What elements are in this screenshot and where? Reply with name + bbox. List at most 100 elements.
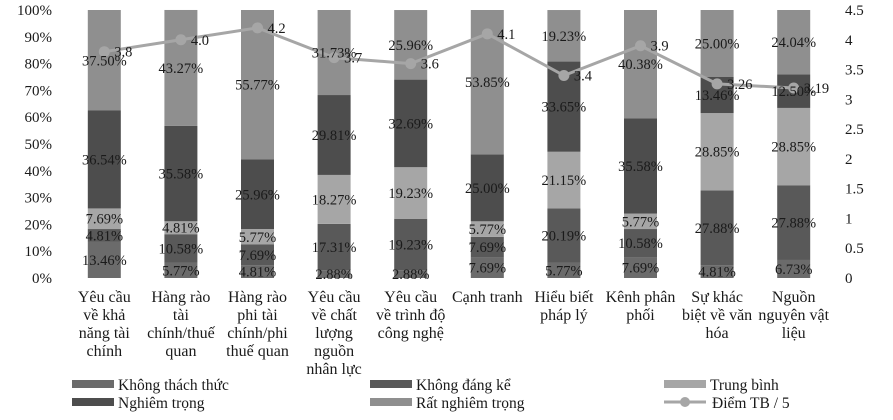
- line-data-label: 3.6: [421, 57, 439, 73]
- bar-segment: [700, 10, 734, 77]
- bar-segment: [87, 10, 121, 111]
- bar-segment: [394, 270, 428, 278]
- category-label-line: quan: [165, 343, 196, 360]
- bar-segment: [777, 107, 811, 186]
- category-label-line: hóa: [706, 325, 729, 342]
- bar-segment: [624, 229, 657, 258]
- line-point: [481, 28, 493, 40]
- bar-segment: [777, 185, 811, 260]
- bar-data-label: 43.27%: [159, 61, 204, 77]
- line-data-label: 3.26: [727, 77, 752, 93]
- bar-segment: [777, 259, 811, 278]
- bar-data-label: 5.77%: [622, 214, 659, 230]
- category-label: Cạnh tranh: [452, 289, 523, 306]
- right-tick-label: 1: [845, 211, 853, 227]
- stacked-bars: [87, 9, 811, 278]
- line-data-label: 4.1: [497, 27, 515, 43]
- category-label: Hiểu biết pháp lý: [534, 289, 594, 324]
- line-point: [328, 52, 340, 64]
- bar-data-label: 25.00%: [695, 37, 740, 53]
- bar-segment: [317, 270, 351, 278]
- legend-swatch: [370, 398, 412, 406]
- bar-data-label: 32.69%: [388, 116, 433, 132]
- bar-data-label: 19.23%: [388, 238, 433, 254]
- bar-data-label: 33.65%: [542, 100, 587, 116]
- category-label: Sự khác biệt về văn hóa: [682, 289, 752, 342]
- right-tick-label: 3: [845, 92, 853, 108]
- left-tick-label: 20%: [25, 217, 53, 233]
- legend-swatch: [72, 380, 114, 388]
- category-label-line: Hàng rào: [228, 289, 287, 306]
- left-tick-label: 100%: [17, 3, 52, 19]
- line-data-label: 4.0: [191, 33, 209, 49]
- bar-segment: [470, 154, 504, 222]
- bar-segment: [700, 265, 734, 278]
- bar-data-label: 5.77%: [162, 263, 199, 279]
- line-point: [405, 58, 417, 70]
- line-data-label: 3.4: [574, 69, 593, 85]
- bar-segment: [87, 229, 121, 242]
- bar-segment: [317, 95, 351, 175]
- bar-segment: [164, 9, 198, 126]
- category-label-line: nguồn: [314, 343, 354, 360]
- category-label-line: chính/phi: [227, 325, 288, 342]
- right-tick-label: 0: [845, 271, 853, 287]
- legend-swatch: [72, 398, 114, 406]
- bar-data-label: 6.73%: [775, 262, 812, 278]
- bar-segment: [700, 113, 734, 191]
- right-axis-ticks: 0 0.5 1 1.5 2 2.5 3 3.5 4 4.5: [845, 3, 864, 287]
- bar-data-label: 4.81%: [162, 221, 199, 237]
- category-label-line: biệt về văn: [682, 307, 752, 324]
- bar-data-label: 7.69%: [469, 261, 506, 277]
- bar-data-label: 4.81%: [86, 228, 123, 244]
- line-point: [558, 70, 570, 82]
- bar-segment: [317, 223, 351, 271]
- bar-segment: [624, 213, 657, 230]
- category-label-line: về trình độ: [376, 307, 445, 324]
- category-label: Nguồn nguyên vật liệu: [758, 289, 829, 342]
- line-path: [104, 26, 794, 90]
- line-point: [252, 22, 263, 34]
- bar-data-label: 4.81%: [239, 265, 276, 281]
- bar-segment: [87, 208, 121, 230]
- category-label: Yêu cầu về chất lượng nguồn nhân lực: [306, 289, 361, 378]
- bar-segment: [87, 241, 121, 278]
- category-label-line: nhân lực: [306, 361, 361, 378]
- legend-label: Nghiêm trọng: [118, 395, 205, 412]
- line-data-label: 3.7: [344, 51, 362, 67]
- category-label-line: công nghệ: [378, 325, 444, 342]
- bar-segment: [164, 234, 198, 263]
- left-tick-label: 80%: [25, 57, 53, 73]
- bar-data-label: 7.69%: [469, 240, 506, 256]
- bar-data-label: 5.77%: [469, 222, 506, 238]
- bar-segment: [547, 262, 581, 278]
- bar-data-label: 53.85%: [465, 75, 510, 91]
- bar-data-label: 10.58%: [618, 236, 663, 252]
- bar-data-label: 7.69%: [239, 248, 276, 264]
- bar-segment: [164, 125, 198, 222]
- left-tick-label: 40%: [25, 164, 53, 180]
- bar-data-label: 18.27%: [312, 192, 357, 208]
- legend-label: Không thách thức: [118, 377, 229, 394]
- bar-data-label: 35.58%: [159, 167, 204, 183]
- category-label-line: Yêu cầu: [384, 289, 437, 306]
- category-label: Yêu cầu về khả năng tài chính: [78, 289, 131, 360]
- bar-data-label: 10.58%: [159, 241, 204, 257]
- bar-segment: [241, 229, 274, 245]
- legend-label: Không đáng kể: [416, 377, 511, 394]
- bar-data-labels: 13.46%4.81%7.69%36.54%37.50%5.77%10.58%4…: [82, 29, 816, 283]
- bar-data-label: 29.81%: [312, 128, 357, 144]
- bar-data-label: 7.69%: [86, 212, 123, 228]
- right-tick-label: 4.5: [845, 3, 864, 19]
- bar-segment: [624, 257, 657, 278]
- bar-segment: [470, 221, 504, 237]
- left-tick-label: 50%: [25, 137, 53, 153]
- legend-label: Trung bình: [710, 377, 779, 394]
- right-tick-label: 0.5: [845, 241, 864, 257]
- bar-segment: [164, 262, 198, 278]
- bar-data-label: 28.85%: [771, 140, 816, 156]
- category-label: Hàng rào tài chính/thuế quan: [147, 289, 215, 360]
- right-tick-label: 4: [845, 33, 853, 49]
- category-label-line: thuế quan: [226, 343, 289, 360]
- left-tick-label: 30%: [25, 191, 53, 207]
